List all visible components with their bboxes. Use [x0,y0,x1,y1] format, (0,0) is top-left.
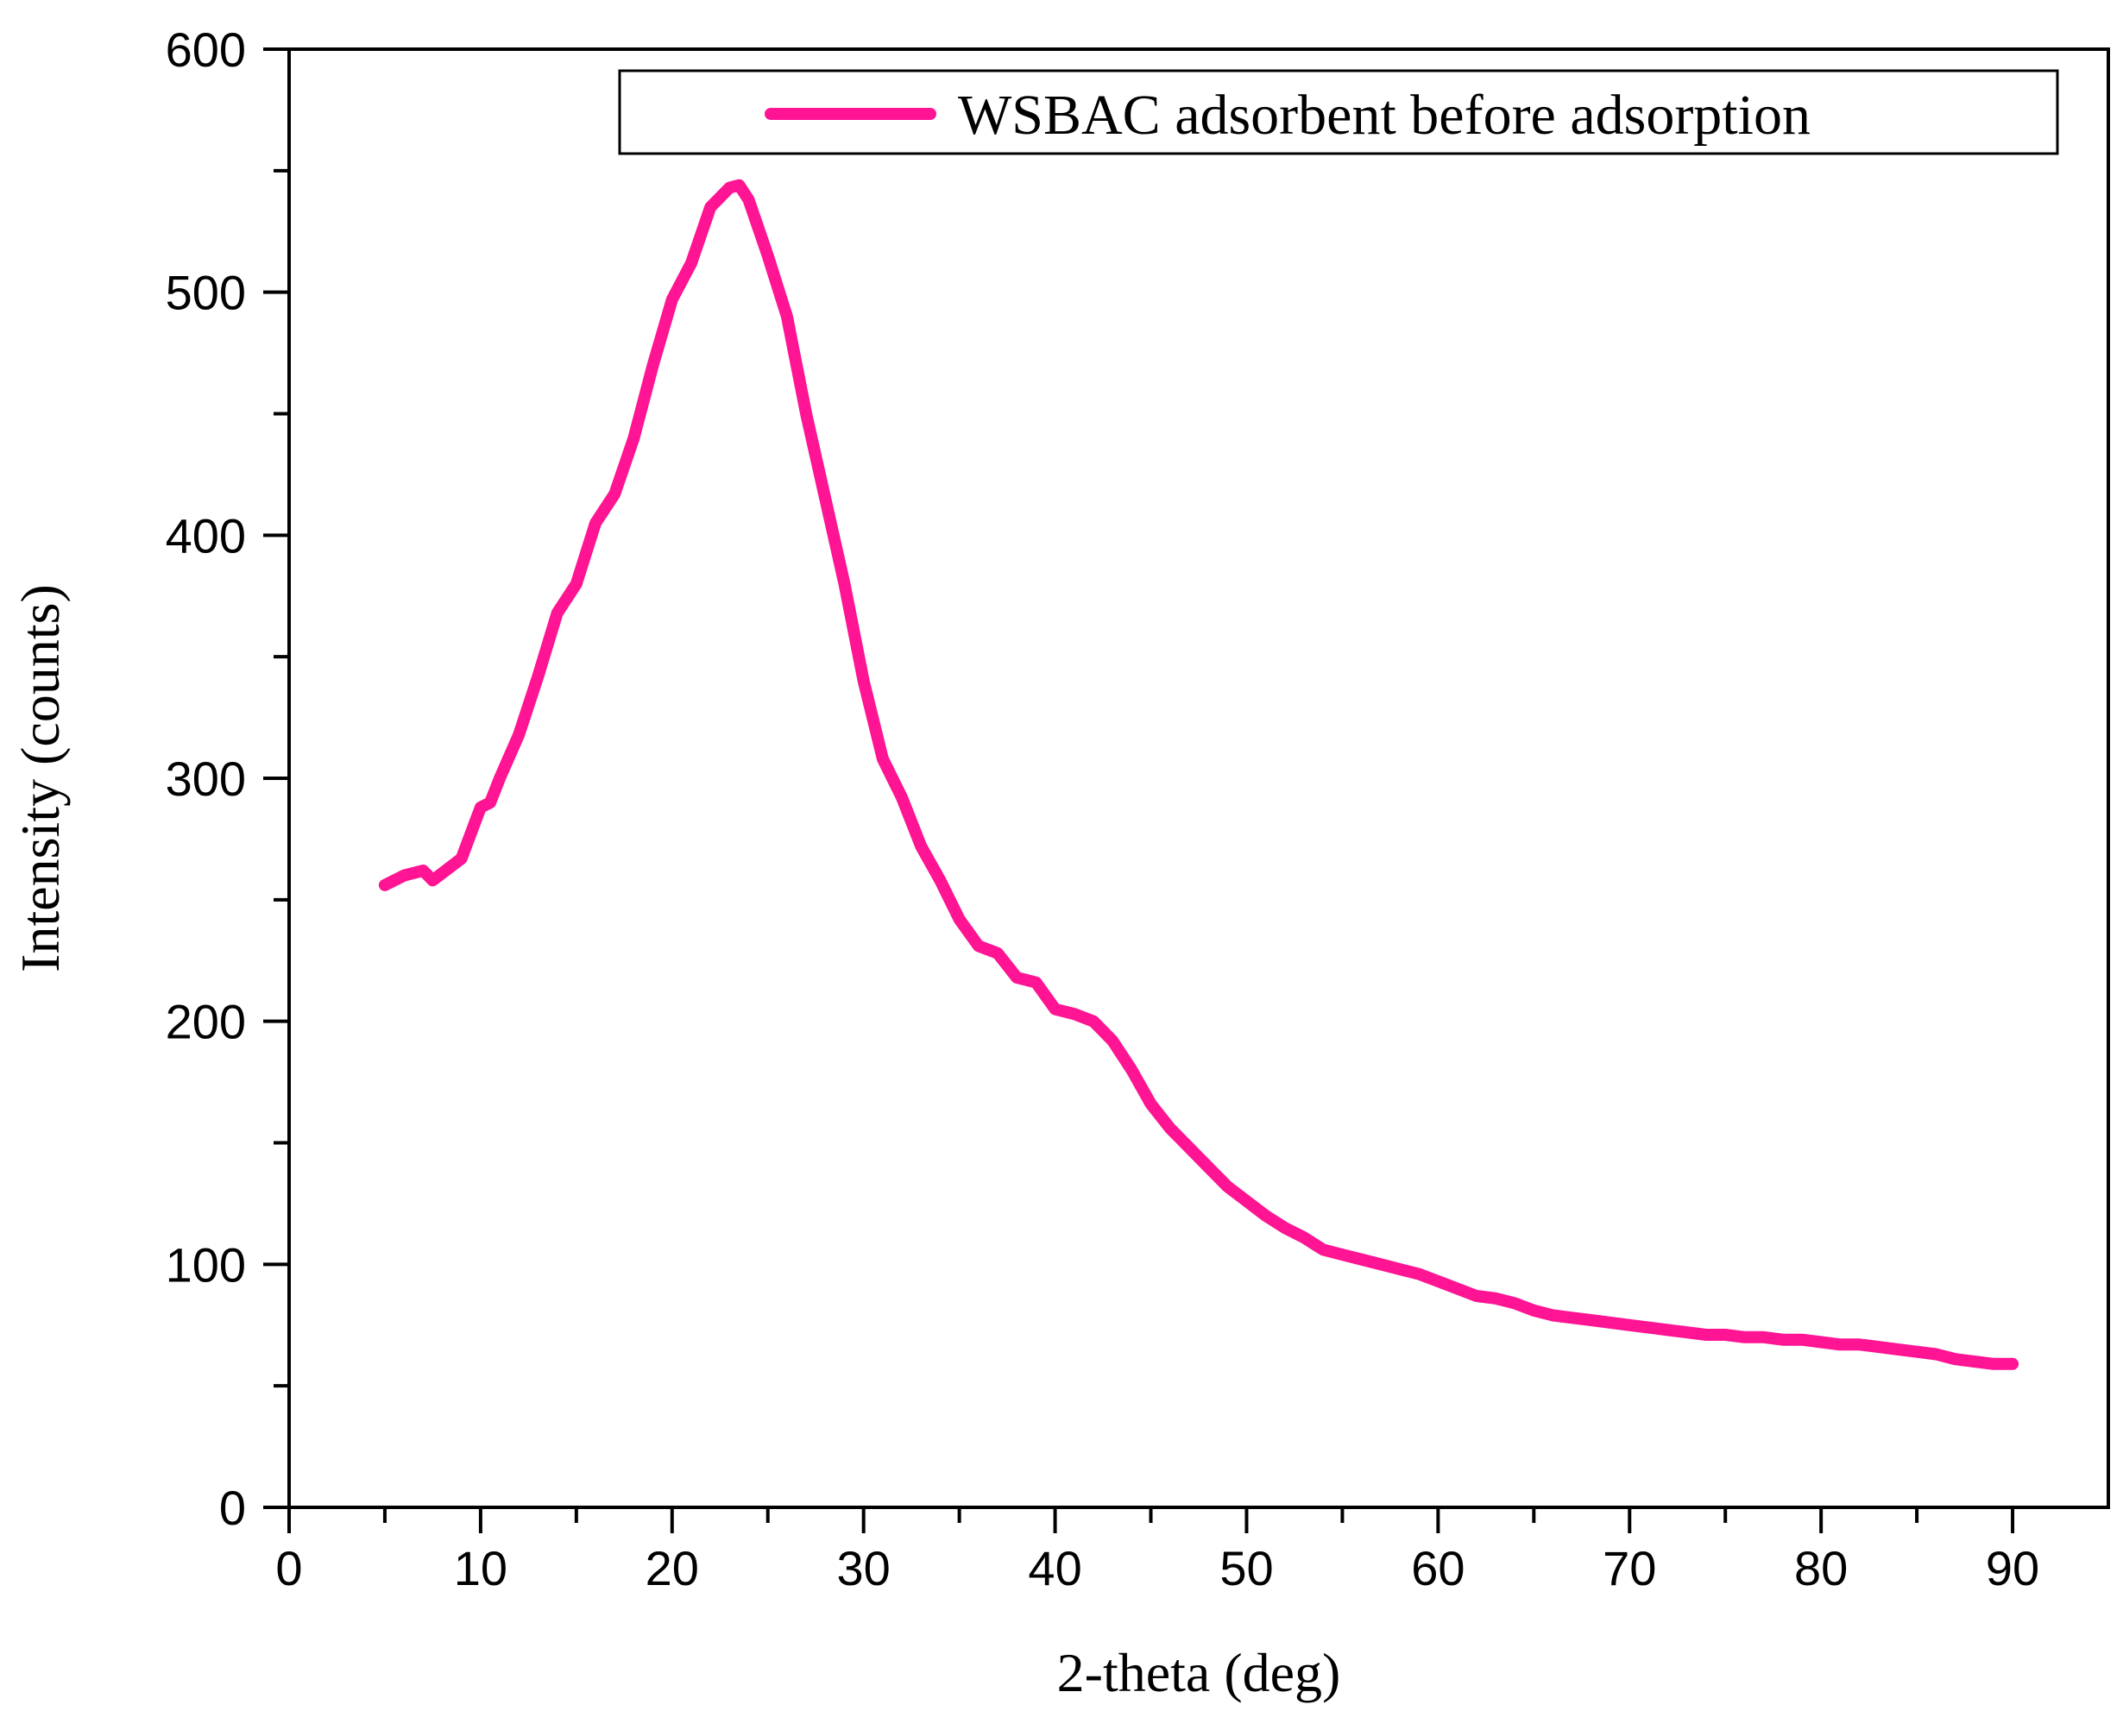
y-tick-label: 300 [166,752,246,806]
y-tick-label: 400 [166,508,246,563]
y-tick-label: 600 [166,22,246,77]
legend-label: WSBAC adsorbent before adsorption [958,84,1811,147]
y-tick-label: 500 [166,266,246,320]
y-tick-label: 200 [166,995,246,1049]
x-axis: 0 10 20 30 40 50 60 70 80 90 [275,1507,2039,1595]
x-tick-label: 30 [837,1541,891,1595]
y-tick-label: 100 [166,1237,246,1292]
x-tick-label: 80 [1794,1541,1848,1595]
x-tick-label: 90 [1986,1541,2039,1595]
y-tick-label: 0 [219,1481,246,1535]
x-tick-label: 20 [646,1541,699,1595]
legend: WSBAC adsorbent before adsorption [618,69,2059,155]
series-line [378,179,2019,1370]
x-axis-title: 2-theta (deg) [1057,1642,1341,1703]
x-tick-label: 60 [1411,1541,1465,1595]
x-tick-label: 40 [1028,1541,1081,1595]
y-axis-title: Intensity (counts) [9,584,71,972]
x-tick-label: 70 [1603,1541,1656,1595]
x-tick-label: 10 [454,1541,507,1595]
y-axis: 0 100 200 300 400 500 600 [166,22,289,1535]
x-tick-label: 0 [275,1541,302,1595]
plot-frame [287,47,2110,1509]
x-tick-label: 50 [1219,1541,1273,1595]
